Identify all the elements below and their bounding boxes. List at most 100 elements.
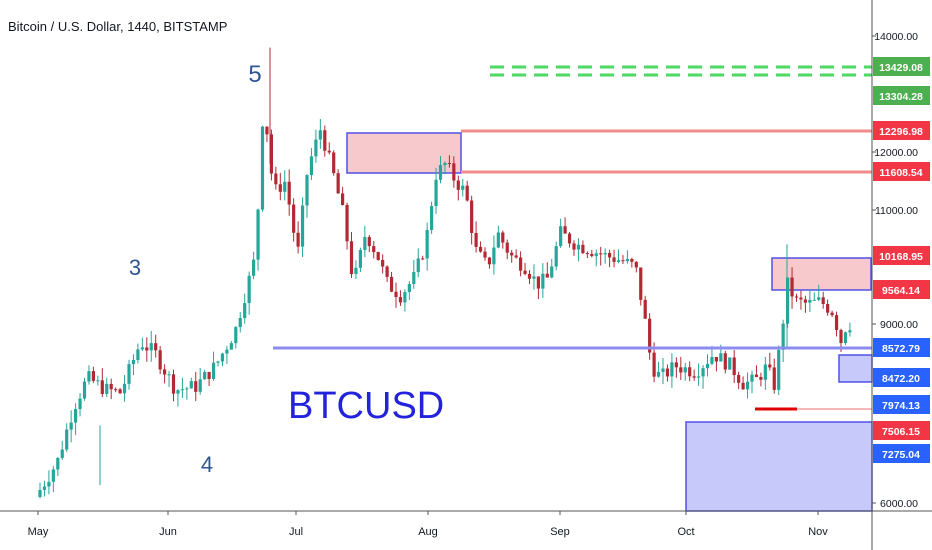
candle-body xyxy=(96,380,100,382)
candle-body xyxy=(127,364,131,384)
candle-body xyxy=(163,369,167,375)
candle-body xyxy=(407,284,411,293)
candles-layer xyxy=(38,47,852,499)
candle-body xyxy=(812,299,816,301)
candle-body xyxy=(296,232,300,247)
candle-body xyxy=(278,184,282,192)
candle-body xyxy=(42,486,47,490)
candle-body xyxy=(309,156,314,176)
candle-body xyxy=(367,237,371,247)
candle-body xyxy=(203,372,207,380)
candle-body xyxy=(122,383,127,394)
candle-body xyxy=(82,381,87,399)
candle-body xyxy=(772,367,776,390)
candle-body xyxy=(327,150,331,153)
x-tick-label: Sep xyxy=(550,526,570,538)
candle-body xyxy=(398,297,403,303)
candle-body xyxy=(563,226,567,234)
price-label-box xyxy=(873,421,930,440)
candle-body xyxy=(527,273,532,279)
candle-body xyxy=(314,139,318,157)
wave-label-3: 3 xyxy=(129,255,141,280)
x-tick-label: May xyxy=(28,526,49,538)
candle-body xyxy=(207,372,211,379)
annotations-layer: 5 3 4 BTCUSD xyxy=(129,61,444,477)
candle-body xyxy=(817,297,821,300)
price-label: 9564.14 xyxy=(882,285,920,297)
candle-body xyxy=(345,205,349,242)
candle-body xyxy=(176,390,180,394)
candle-body xyxy=(541,273,545,289)
candle-body xyxy=(652,352,656,377)
candle-body xyxy=(843,332,848,344)
candle-body xyxy=(808,299,812,303)
candle-body xyxy=(447,163,451,165)
candle-body xyxy=(60,449,64,458)
candle-body xyxy=(385,266,389,277)
candle-body xyxy=(483,251,487,258)
candle-body xyxy=(78,398,82,410)
candle-body xyxy=(834,315,839,331)
price-label-box xyxy=(873,246,930,265)
candle-body xyxy=(710,357,714,364)
candle-body xyxy=(848,330,852,333)
candle-body xyxy=(394,291,398,298)
price-label: 7275.04 xyxy=(882,449,920,461)
candle-body xyxy=(474,232,478,247)
candle-body xyxy=(656,371,661,377)
candle-body xyxy=(274,173,278,185)
price-label: 7506.15 xyxy=(882,426,920,438)
candle-body xyxy=(47,481,51,487)
price-label-box xyxy=(873,338,930,357)
candle-body xyxy=(714,357,718,362)
candle-body xyxy=(363,237,367,250)
price-label-box xyxy=(873,86,930,105)
candle-body xyxy=(247,275,251,304)
x-tick-label: Jun xyxy=(159,526,177,538)
candle-body xyxy=(723,353,727,370)
candle-body xyxy=(567,233,572,244)
candle-body xyxy=(265,126,269,135)
candle-body xyxy=(719,353,723,362)
candle-body xyxy=(496,232,500,248)
candle-body xyxy=(136,349,140,360)
candle-body xyxy=(487,257,492,265)
candle-body xyxy=(572,243,576,250)
candle-body xyxy=(683,367,687,373)
candle-body xyxy=(616,260,621,262)
candle-body xyxy=(763,364,767,380)
candle-body xyxy=(590,253,594,257)
candle-body xyxy=(505,242,509,253)
candle-body xyxy=(341,193,345,206)
candle-body xyxy=(38,489,42,498)
x-tick-label: Jul xyxy=(289,526,303,538)
candle-body xyxy=(665,368,670,377)
candle-body xyxy=(768,364,772,368)
candle-body xyxy=(608,252,612,258)
candle-body xyxy=(670,362,674,377)
candle-body xyxy=(283,181,287,192)
candle-body xyxy=(403,292,407,303)
candle-body xyxy=(732,357,736,376)
wave-label-4: 4 xyxy=(201,452,213,477)
candle-body xyxy=(510,252,514,256)
candle-body xyxy=(185,388,189,390)
candle-body xyxy=(376,252,380,260)
candle-body xyxy=(648,318,652,353)
candle-body xyxy=(74,409,78,423)
candle-body xyxy=(688,367,692,377)
price-label: 13304.28 xyxy=(879,91,923,103)
price-label-box xyxy=(873,121,930,140)
candle-body xyxy=(154,343,158,351)
candle-body xyxy=(630,258,634,262)
candle-body xyxy=(794,296,799,298)
candle-body xyxy=(434,179,438,207)
candle-body xyxy=(750,374,754,382)
candle-body xyxy=(612,257,616,262)
candle-body xyxy=(741,382,745,390)
candle-body xyxy=(737,375,741,383)
candle-body xyxy=(679,367,683,373)
candle-body xyxy=(91,371,95,381)
